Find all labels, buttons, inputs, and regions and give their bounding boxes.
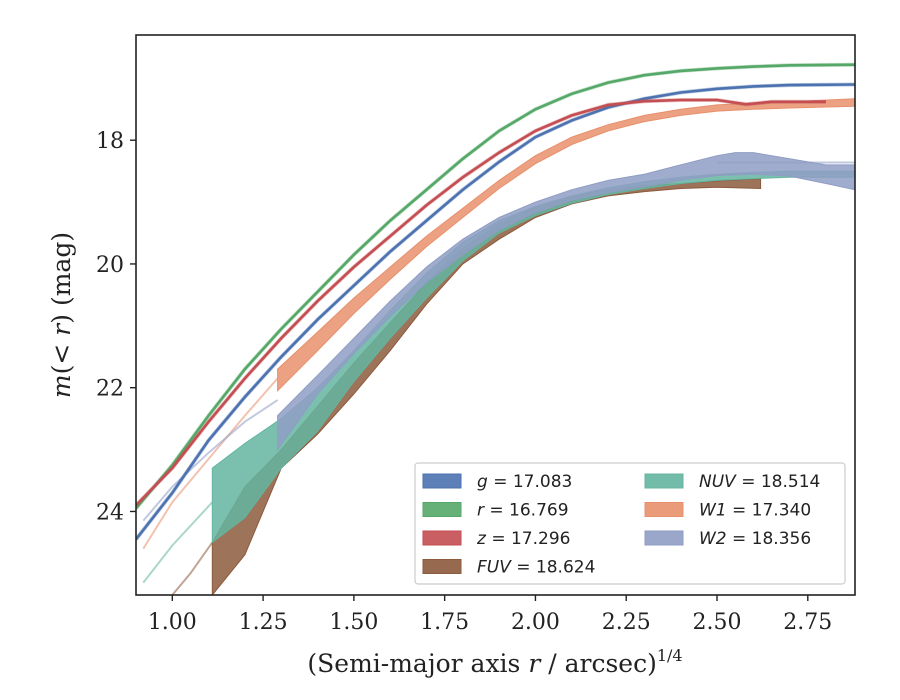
x-tick-label: 2.25 xyxy=(602,610,651,635)
legend-var: NUV xyxy=(699,472,737,492)
x-tick-label: 1.00 xyxy=(148,610,197,635)
y-axis-label: m(< r) (mag) xyxy=(47,232,76,398)
legend-var: W1 xyxy=(699,501,727,521)
series-w2-faint-line xyxy=(142,399,279,522)
x-axis-label-post: / arcsec) xyxy=(540,649,657,678)
series-r-line xyxy=(136,63,855,510)
plot-frame xyxy=(135,34,856,596)
legend-swatch-r xyxy=(422,502,462,517)
legend-var: z xyxy=(476,529,487,549)
x-tick-label: 2.50 xyxy=(693,610,742,635)
legend-swatch-w2 xyxy=(644,530,684,546)
legend-swatch-z xyxy=(422,530,462,546)
legend-value: = 16.769 xyxy=(484,501,569,521)
legend-swatch-g xyxy=(422,473,462,489)
series-lines xyxy=(136,62,855,541)
y-axis-label-open: (< xyxy=(47,336,76,375)
legend-value: = 17.340 xyxy=(727,501,812,521)
y-tick-label: 22 xyxy=(96,377,124,402)
legend-var: FUV xyxy=(477,558,512,578)
series-w1-band xyxy=(277,98,855,393)
legend-var: r xyxy=(477,501,485,521)
legend-label-w1: W1 = 17.340 xyxy=(699,501,811,521)
series-w1-faint-line xyxy=(142,377,279,550)
y-tick-label: 18 xyxy=(96,129,124,154)
legend-value: = 18.514 xyxy=(736,472,821,492)
series-fuv-faint-line xyxy=(171,541,214,595)
series-z-line xyxy=(136,98,826,507)
series-g-line xyxy=(136,83,855,541)
y-axis-label-close: ) (mag) xyxy=(47,232,76,324)
series-bands xyxy=(142,98,855,595)
x-axis-label: (Semi-major axis r / arcsec)1/4 xyxy=(307,646,682,678)
y-axis-label-var: m xyxy=(47,374,76,398)
x-axis-ticks: 1.00 1.25 1.50 1.75 2.00 2.25 2.50 2.75 xyxy=(148,595,832,635)
legend-var: W2 xyxy=(699,529,727,549)
x-axis-label-exponent: 1/4 xyxy=(657,646,683,665)
legend-swatch-nuv xyxy=(644,473,684,489)
x-axis-label-pre: (Semi-major axis xyxy=(307,649,528,678)
legend-swatch-w1 xyxy=(644,502,684,517)
legend-swatch-fuv xyxy=(422,559,462,574)
legend-label-fuv: FUV = 18.624 xyxy=(477,558,595,578)
x-axis-label-var: r xyxy=(528,649,542,678)
x-tick-label: 2.00 xyxy=(511,610,560,635)
legend-var: g xyxy=(477,472,488,492)
series-w2-band xyxy=(277,152,855,452)
legend-value: = 17.296 xyxy=(486,529,571,549)
x-tick-label: 2.75 xyxy=(783,610,832,635)
legend-label-z: z = 17.296 xyxy=(476,529,570,549)
x-tick-label: 1.25 xyxy=(239,610,288,635)
y-tick-label: 20 xyxy=(96,253,124,278)
legend-value: = 18.624 xyxy=(511,558,596,578)
legend-value: = 18.356 xyxy=(727,529,812,549)
y-axis-label-inner: r xyxy=(47,322,76,336)
legend-label-nuv: NUV = 18.514 xyxy=(699,472,820,492)
series-nuv-faint-line xyxy=(142,501,214,584)
legend-label-w2: W2 = 18.356 xyxy=(699,529,811,549)
x-tick-label: 1.75 xyxy=(420,610,469,635)
legend-value: = 17.083 xyxy=(488,472,573,492)
legend-label-r: r = 16.769 xyxy=(477,501,569,521)
legend-label-g: g = 17.083 xyxy=(477,472,572,492)
legend-box xyxy=(414,462,846,585)
y-axis-ticks: 18 20 22 24 xyxy=(96,129,136,525)
y-tick-label: 24 xyxy=(96,500,124,525)
x-tick-label: 1.50 xyxy=(329,610,378,635)
